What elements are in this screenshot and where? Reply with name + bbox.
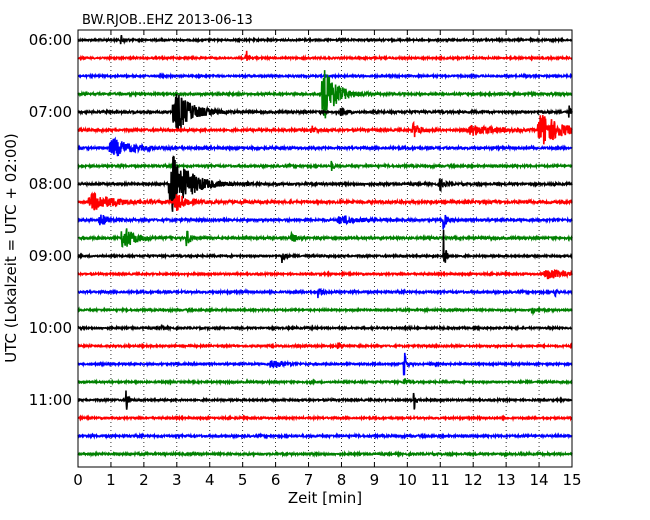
y-axis-label: UTC (Lokalzeit = UTC + 02:00): [2, 133, 20, 363]
y-tick-label: 10:00: [29, 319, 72, 337]
x-tick-label: 10: [398, 471, 417, 489]
seismic-trace: [77, 228, 573, 248]
x-tick-label: 9: [370, 471, 380, 489]
x-tick-label: 6: [271, 471, 281, 489]
seismic-trace: [77, 70, 573, 119]
x-tick-label: 8: [337, 471, 347, 489]
x-tick-label: 13: [497, 471, 516, 489]
seismic-trace: [77, 341, 573, 350]
seismic-trace: [77, 449, 573, 459]
seismic-trace: [77, 35, 573, 45]
x-tick-label: 0: [73, 471, 83, 489]
seismic-trace: [77, 390, 573, 410]
y-tick-label: 08:00: [29, 175, 72, 193]
x-tick-label: 7: [304, 471, 314, 489]
x-tick-label: 2: [139, 471, 149, 489]
seismic-trace: [77, 115, 573, 145]
x-tick-label: 5: [238, 471, 248, 489]
x-tick-label: 14: [530, 471, 549, 489]
y-tick-label: 09:00: [29, 247, 72, 265]
x-tick-label: 11: [431, 471, 450, 489]
seismic-trace: [77, 352, 573, 376]
x-tick-label: 3: [172, 471, 182, 489]
x-tick-label: 4: [205, 471, 215, 489]
x-axis-label: Zeit [min]: [288, 489, 362, 507]
seismic-trace: [77, 377, 573, 386]
x-tick-label: 1: [106, 471, 116, 489]
plot-frame: [77, 29, 573, 468]
y-tick-label: 06:00: [29, 31, 72, 49]
seismic-trace: [77, 305, 573, 317]
x-tick-label: 15: [562, 471, 581, 489]
seismic-trace: [77, 93, 573, 132]
seismic-trace: [77, 287, 573, 299]
traces: [77, 35, 573, 459]
seismic-trace: [77, 414, 573, 422]
y-tick-label: 11:00: [29, 391, 72, 409]
seismic-trace: [77, 50, 573, 62]
y-tick-label: 07:00: [29, 103, 72, 121]
seismic-trace: [77, 431, 573, 440]
seismic-trace: [77, 160, 573, 172]
chart-title: BW.RJOB..EHZ 2013-06-13: [82, 13, 253, 28]
seismic-trace: [77, 214, 573, 230]
x-axis: 0 1 2 3 4 5 6 7 8 9 10 11 12 13 14 15: [73, 30, 582, 489]
seismic-trace: [77, 155, 573, 212]
x-tick-label: 12: [464, 471, 483, 489]
y-axis: 06:00 07:00 08:00 09:00 10:00 11:00: [29, 31, 572, 409]
seismic-trace: [77, 191, 573, 211]
seismic-trace: [77, 323, 573, 333]
seismic-trace: [77, 136, 573, 157]
seismic-trace: [77, 269, 573, 280]
grid-lines: [110, 30, 540, 467]
seismic-trace: [77, 229, 573, 264]
